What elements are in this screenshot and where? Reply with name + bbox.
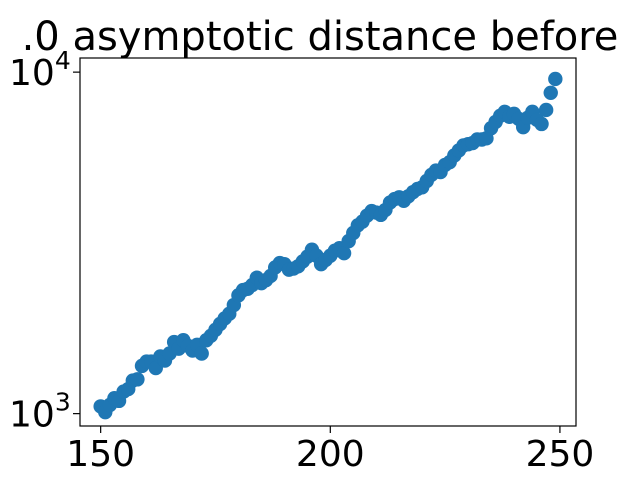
data-point bbox=[543, 85, 558, 100]
data-point bbox=[130, 372, 145, 387]
data-point bbox=[534, 116, 549, 132]
x-axis: 150 200 250 bbox=[66, 426, 594, 475]
x-tick-label: 150 bbox=[66, 434, 135, 475]
data-points bbox=[93, 71, 563, 420]
chart-title: .0 asymptotic distance before bbox=[22, 14, 619, 60]
x-tick-label: 250 bbox=[526, 434, 595, 475]
y-tick-label: 103 bbox=[9, 388, 71, 436]
plot-frame bbox=[79, 57, 577, 427]
data-point bbox=[538, 102, 554, 118]
data-point bbox=[336, 245, 352, 261]
data-point bbox=[548, 71, 563, 87]
y-axis: 103 104 bbox=[9, 46, 80, 436]
x-tick-label: 200 bbox=[296, 434, 365, 475]
y-tick-label: 104 bbox=[9, 46, 71, 94]
data-point bbox=[194, 346, 209, 361]
